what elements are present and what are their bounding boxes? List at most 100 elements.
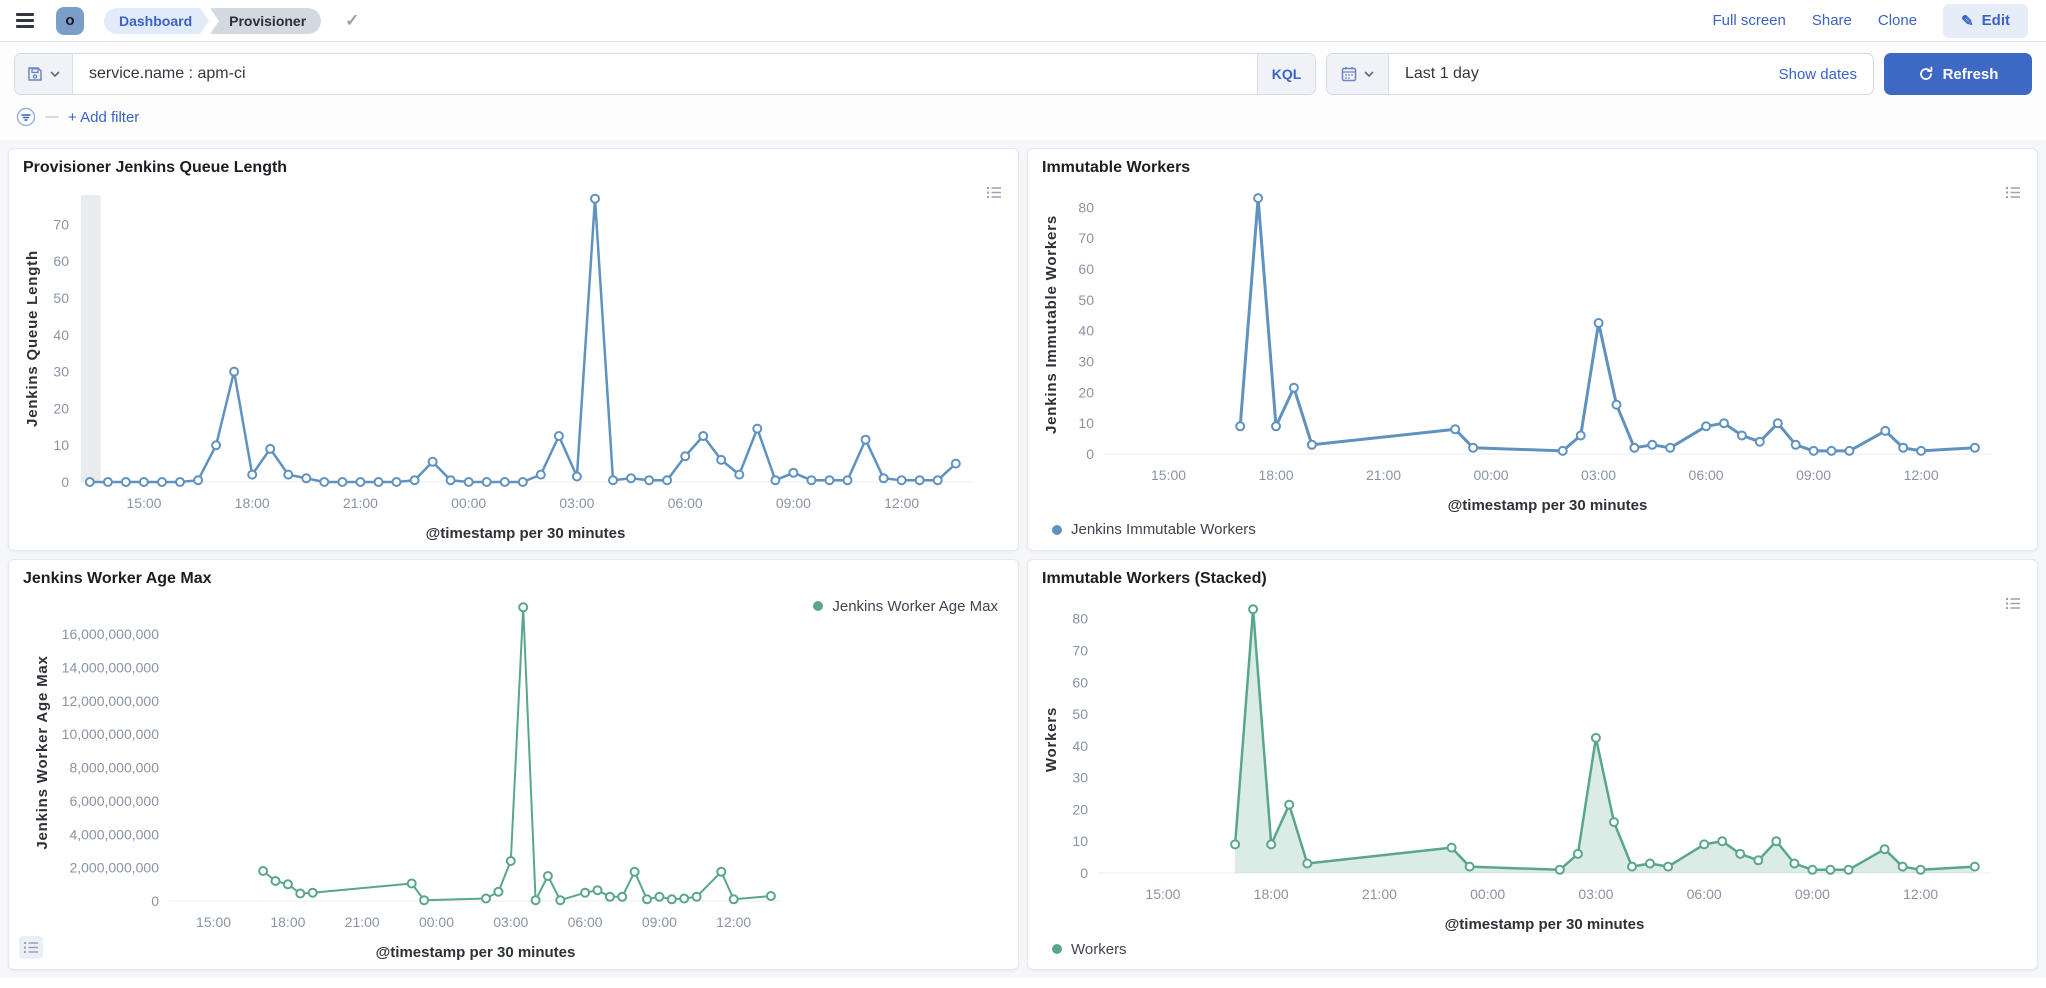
panel-title[interactable]: Provisioner Jenkins Queue Length bbox=[23, 159, 288, 176]
check-icon: ✓ bbox=[345, 10, 360, 30]
svg-text:@timestamp per 30 minutes: @timestamp per 30 minutes bbox=[426, 525, 626, 542]
panel-title[interactable]: Jenkins Worker Age Max bbox=[23, 569, 212, 587]
svg-text:10: 10 bbox=[53, 437, 69, 453]
breadcrumb-dashboard[interactable]: Dashboard bbox=[104, 7, 210, 34]
breadcrumb: Dashboard Provisioner bbox=[104, 7, 322, 34]
legend-item[interactable]: Jenkins Immutable Workers bbox=[1040, 516, 2027, 544]
svg-text:15:00: 15:00 bbox=[1151, 467, 1186, 483]
svg-text:12:00: 12:00 bbox=[884, 495, 919, 511]
svg-text:18:00: 18:00 bbox=[1259, 467, 1294, 483]
show-dates-link[interactable]: Show dates bbox=[1778, 65, 1857, 83]
svg-text:20: 20 bbox=[1078, 384, 1094, 400]
svg-text:10: 10 bbox=[1072, 833, 1088, 849]
refresh-icon bbox=[1919, 66, 1932, 80]
kql-language-button[interactable]: KQL bbox=[1257, 54, 1315, 94]
svg-text:50: 50 bbox=[53, 290, 69, 306]
queue-length-chart[interactable]: 0 10 20 30 40 50 60 70 15:00 18:00 21:00 00:00 03:00… bbox=[21, 179, 1008, 544]
save-query-icon bbox=[27, 67, 42, 81]
svg-text:@timestamp per 30 minutes: @timestamp per 30 minutes bbox=[376, 944, 576, 961]
chevron-down-icon bbox=[50, 71, 59, 78]
svg-text:0: 0 bbox=[61, 474, 69, 490]
legend-toggle-icon[interactable] bbox=[2001, 592, 2025, 615]
legend-series-label: Jenkins Worker Age Max bbox=[832, 597, 998, 615]
immutable-workers-chart[interactable]: 0 10 20 30 40 50 60 70 80 15:00 18:00 21:00 00:00 03:… bbox=[1040, 179, 2027, 516]
svg-text:10: 10 bbox=[1078, 415, 1094, 431]
calendar-icon bbox=[1341, 67, 1356, 82]
svg-text:6,000,000,000: 6,000,000,000 bbox=[69, 793, 159, 809]
panel-immutable-workers: Immutable Workers 0 10 20 30 40 50 60 70 80 15:00… bbox=[1027, 148, 2038, 551]
svg-text:06:00: 06:00 bbox=[1689, 467, 1724, 483]
svg-text:15:00: 15:00 bbox=[196, 914, 231, 930]
svg-text:00:00: 00:00 bbox=[1474, 467, 1509, 483]
svg-text:80: 80 bbox=[1078, 199, 1094, 215]
legend-toggle-icon[interactable] bbox=[982, 181, 1006, 204]
svg-text:40: 40 bbox=[1072, 738, 1088, 754]
date-quick-menu-button[interactable] bbox=[1327, 54, 1389, 94]
svg-text:18:00: 18:00 bbox=[1254, 886, 1289, 902]
edit-button[interactable]: ✎ Edit bbox=[1943, 3, 2028, 38]
svg-text:60: 60 bbox=[1078, 261, 1094, 277]
svg-text:70: 70 bbox=[1072, 642, 1088, 658]
svg-text:40: 40 bbox=[1078, 323, 1094, 339]
menu-toggle-button[interactable] bbox=[16, 8, 42, 34]
svg-text:03:00: 03:00 bbox=[1581, 467, 1616, 483]
svg-text:00:00: 00:00 bbox=[451, 495, 486, 511]
legend-series-label: Workers bbox=[1071, 940, 1127, 958]
svg-text:Jenkins Queue Length: Jenkins Queue Length bbox=[24, 250, 41, 427]
query-input[interactable] bbox=[73, 65, 1257, 83]
svg-text:14,000,000,000: 14,000,000,000 bbox=[62, 659, 160, 675]
svg-text:0: 0 bbox=[1086, 446, 1094, 462]
svg-text:Jenkins Immutable Workers: Jenkins Immutable Workers bbox=[1043, 215, 1060, 434]
filter-icon[interactable] bbox=[16, 107, 36, 127]
svg-text:06:00: 06:00 bbox=[668, 495, 703, 511]
svg-text:06:00: 06:00 bbox=[1687, 886, 1722, 902]
panel-title[interactable]: Immutable Workers (Stacked) bbox=[1042, 569, 1267, 587]
space-avatar[interactable]: o bbox=[56, 6, 84, 35]
pencil-icon: ✎ bbox=[1961, 12, 1974, 30]
legend-item[interactable]: Workers bbox=[1040, 935, 2027, 963]
saved-query-menu-button[interactable] bbox=[15, 54, 73, 94]
svg-text:12:00: 12:00 bbox=[1904, 467, 1939, 483]
query-bar-row: KQL Last 1 day Show dates Refresh bbox=[0, 42, 2046, 97]
svg-text:03:00: 03:00 bbox=[493, 914, 528, 930]
svg-text:21:00: 21:00 bbox=[343, 495, 378, 511]
immutable-workers-stacked-chart[interactable]: 0 10 20 30 40 50 60 70 80 15:00 18:00 21:00 00:00 03:… bbox=[1040, 590, 2027, 935]
svg-text:21:00: 21:00 bbox=[1366, 467, 1401, 483]
panel-jenkins-worker-age-max: Jenkins Worker Age Max 0 2,000,000,000 4,0… bbox=[8, 558, 1019, 970]
chevron-down-icon bbox=[1364, 71, 1373, 78]
filter-row: + Add filter bbox=[0, 97, 2046, 140]
svg-text:09:00: 09:00 bbox=[776, 495, 811, 511]
dashboard-grid: Provisioner Jenkins Queue Length 0 10 20 30… bbox=[0, 140, 2046, 978]
panel-title[interactable]: Immutable Workers bbox=[1042, 159, 1191, 176]
svg-text:70: 70 bbox=[1078, 230, 1094, 246]
svg-text:@timestamp per 30 minutes: @timestamp per 30 minutes bbox=[1445, 916, 1645, 933]
time-range-label[interactable]: Last 1 day bbox=[1405, 65, 1479, 82]
panel-immutable-workers-stacked: Immutable Workers (Stacked) 0 10 20 30 40 50 6… bbox=[1027, 558, 2038, 970]
svg-text:30: 30 bbox=[53, 364, 69, 380]
legend-item[interactable]: Jenkins Worker Age Max bbox=[813, 598, 998, 615]
svg-text:15:00: 15:00 bbox=[1145, 886, 1180, 902]
svg-text:03:00: 03:00 bbox=[559, 495, 594, 511]
full-screen-link[interactable]: Full screen bbox=[1712, 12, 1786, 29]
date-picker: Last 1 day Show dates bbox=[1326, 53, 1874, 95]
svg-text:18:00: 18:00 bbox=[270, 914, 305, 930]
svg-text:2,000,000,000: 2,000,000,000 bbox=[69, 860, 159, 876]
svg-text:0: 0 bbox=[1080, 865, 1088, 881]
legend-series-label: Jenkins Immutable Workers bbox=[1071, 521, 1256, 539]
worker-age-max-chart[interactable]: 0 2,000,000,000 4,000,000,000 6,000,000,000… bbox=[21, 590, 1008, 963]
svg-text:40: 40 bbox=[53, 327, 69, 343]
panel-provisioner-jenkins-queue-length: Provisioner Jenkins Queue Length 0 10 20 30… bbox=[8, 148, 1019, 551]
refresh-button[interactable]: Refresh bbox=[1884, 53, 2032, 95]
svg-text:80: 80 bbox=[1072, 611, 1088, 627]
svg-text:60: 60 bbox=[53, 253, 69, 269]
hamburger-menu-icon bbox=[16, 13, 34, 28]
svg-text:21:00: 21:00 bbox=[1362, 886, 1397, 902]
svg-text:50: 50 bbox=[1072, 706, 1088, 722]
legend-toggle-icon[interactable] bbox=[2001, 181, 2025, 204]
share-link[interactable]: Share bbox=[1811, 12, 1852, 29]
add-filter-link[interactable]: + Add filter bbox=[68, 108, 140, 126]
clone-link[interactable]: Clone bbox=[1877, 12, 1918, 29]
svg-text:15:00: 15:00 bbox=[126, 495, 161, 511]
legend-toggle-icon[interactable] bbox=[19, 936, 43, 959]
svg-text:Jenkins Worker Age Max: Jenkins Worker Age Max bbox=[34, 655, 51, 849]
